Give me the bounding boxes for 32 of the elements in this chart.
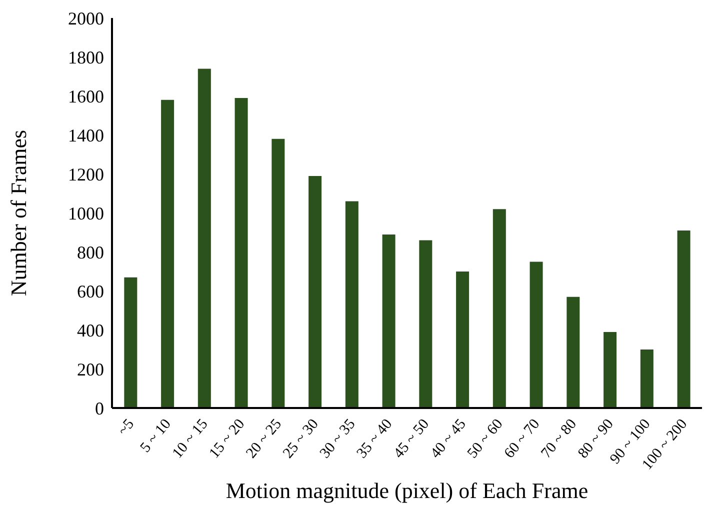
bar [566,296,580,408]
bar [234,98,248,408]
bar [419,240,432,408]
y-tick-label: 1000 [68,203,104,224]
bar [382,234,396,408]
bar [272,138,285,408]
y-tick-label: 1600 [68,86,104,106]
bar [308,176,322,408]
y-tick-label: 600 [77,281,104,302]
x-tick-label: 50 ~ 60 [464,416,506,462]
bar [530,262,543,408]
bar [161,100,174,408]
bar [345,201,358,408]
bar [640,350,654,408]
bar [198,68,211,408]
bar [492,209,506,408]
bar [124,277,138,408]
y-tick-label: 2000 [68,8,104,28]
y-tick-label: 800 [77,242,104,262]
y-tick-label: 1200 [68,164,104,184]
y-tick-label: 400 [77,320,104,340]
y-tick-label: 1800 [68,47,104,68]
y-axis-title: Number of Frames [6,130,31,296]
y-tick-label: 200 [77,359,104,380]
bar [456,272,470,408]
bar [677,230,690,408]
y-tick-label: 1400 [68,125,104,146]
x-axis-title: Motion magnitude (pixel) of Each Frame [226,478,588,503]
y-tick-label: 0 [95,398,104,418]
x-tick-label: ~5 [115,416,138,439]
x-tick-label: 70 ~ 80 [538,416,580,462]
bar [604,332,617,408]
